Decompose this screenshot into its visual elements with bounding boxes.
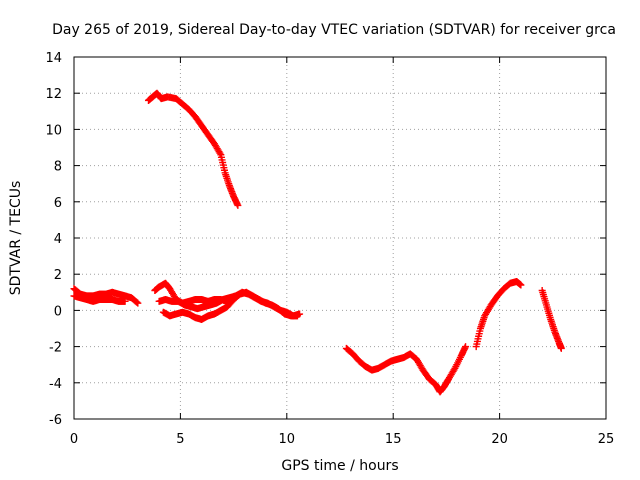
data-point xyxy=(517,281,525,289)
y-tick-label: -2 xyxy=(49,341,62,356)
y-tick-label: 8 xyxy=(54,160,62,175)
y-tick-label: 0 xyxy=(54,304,62,319)
y-tick-label: 12 xyxy=(45,87,62,102)
x-axis-label: GPS time / hours xyxy=(281,458,398,474)
y-tick-labels: -6 -4 -2 0 2 4 6 8 10 12 14 xyxy=(45,51,62,428)
y-tick-label: 2 xyxy=(54,268,62,283)
data-point xyxy=(557,344,565,352)
series-arc-1b xyxy=(70,292,129,305)
series-arc-6 xyxy=(342,343,470,396)
series-arc-2 xyxy=(144,89,242,209)
y-tick-label: -6 xyxy=(49,413,62,428)
x-tick-label: 10 xyxy=(279,432,296,447)
data-point xyxy=(121,297,129,305)
y-tick-label: 14 xyxy=(45,51,62,66)
x-tick-labels: 0 5 10 15 20 25 xyxy=(70,432,614,447)
data-point xyxy=(216,149,224,157)
axis-ticks xyxy=(73,56,607,420)
data-points xyxy=(70,89,565,396)
series-arc-7 xyxy=(472,277,525,351)
data-point xyxy=(234,201,242,209)
y-tick-label: 4 xyxy=(54,232,62,247)
y-axis-label: SDTVAR / TECUs xyxy=(8,181,24,296)
data-point xyxy=(462,343,470,351)
chart-title: Day 265 of 2019, Sidereal Day-to-day VTE… xyxy=(52,22,616,38)
series-arc-5 xyxy=(159,288,301,323)
x-tick-label: 5 xyxy=(176,432,184,447)
x-tick-label: 0 xyxy=(70,432,78,447)
data-point xyxy=(134,299,142,307)
y-tick-label: 6 xyxy=(54,196,62,211)
x-tick-label: 15 xyxy=(385,432,402,447)
y-tick-label: -4 xyxy=(49,377,62,392)
series-arc-8 xyxy=(538,286,565,352)
data-point xyxy=(133,298,141,306)
series-arc-1 xyxy=(70,285,142,307)
y-tick-label: 10 xyxy=(45,123,62,138)
grid xyxy=(74,57,606,419)
data-point xyxy=(293,312,301,320)
x-tick-label: 20 xyxy=(491,432,508,447)
x-tick-label: 25 xyxy=(598,432,615,447)
